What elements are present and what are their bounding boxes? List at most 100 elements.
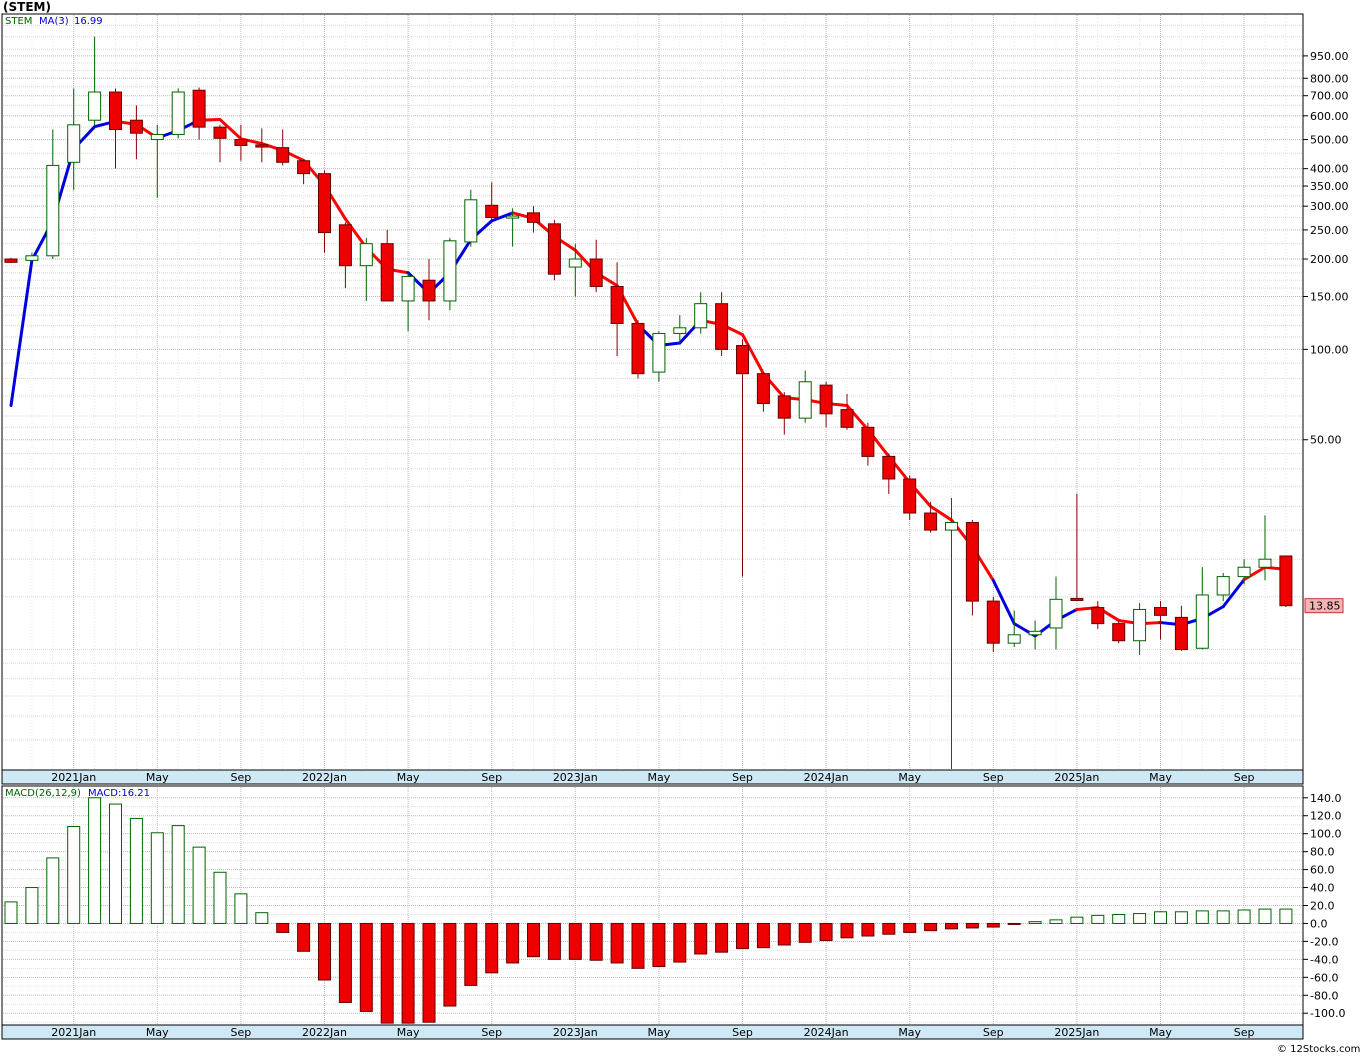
macd-y-tick-label: -20.0 (1310, 935, 1338, 948)
macd-bar (589, 922, 603, 961)
candle-body (443, 240, 457, 302)
price-x-tick-label: May (1149, 771, 1172, 784)
macd-bar (715, 922, 729, 953)
candle-up (1049, 576, 1063, 650)
candle-body (589, 258, 603, 287)
last-price-badge: 13.85 (1304, 598, 1344, 614)
macd-bar (1216, 910, 1230, 924)
candle-up (88, 36, 102, 126)
candle-down (318, 170, 331, 253)
candle-body (715, 303, 729, 350)
ma-segment (1221, 578, 1246, 609)
candle-body (109, 91, 122, 131)
macd-x-tick-label: May (898, 1026, 921, 1039)
candle-body (631, 322, 645, 375)
candle-body (861, 426, 875, 457)
candle-down (297, 159, 311, 185)
macd-y-tick-label: 20.0 (1310, 900, 1335, 913)
macd-y-tick-label: 40.0 (1310, 882, 1335, 895)
macd-bar (1049, 919, 1063, 924)
macd-bar (46, 857, 60, 924)
candle-body (1237, 566, 1251, 578)
macd-bar (150, 832, 164, 924)
macd-bar (756, 922, 770, 949)
macd-bar (25, 887, 39, 924)
macd-x-tick-label: May (146, 1026, 169, 1039)
price-y-tick-label: 150.00 (1310, 291, 1349, 304)
candle-body (547, 223, 561, 275)
candle-down (234, 124, 248, 161)
macd-bar (276, 922, 290, 933)
candle-up (506, 208, 520, 247)
macd-bar (192, 846, 206, 924)
macd-bar (129, 817, 143, 924)
candle-body (1007, 634, 1021, 644)
macd-bar (673, 922, 687, 963)
candle-body (903, 478, 917, 514)
macd-x-tick-label: 2022Jan (302, 1026, 347, 1039)
macd-x-tick-label: Sep (983, 1026, 1004, 1039)
macd-bar (527, 922, 540, 958)
candle-down (965, 520, 979, 616)
candle-body (485, 204, 499, 219)
candle-body (464, 199, 478, 243)
candle-up (150, 124, 164, 198)
macd-x-tick-label: 2021Jan (51, 1026, 96, 1039)
macd-bar (986, 922, 1000, 928)
candle-body (255, 144, 269, 148)
macd-x-tick-label: May (648, 1026, 671, 1039)
candle-down (631, 320, 645, 379)
macd-bar (1154, 911, 1167, 924)
macd-y-tick-label: -80.0 (1310, 989, 1338, 1002)
macd-x-tick-label: 2025Jan (1054, 1026, 1099, 1039)
macd-bar (443, 922, 457, 1007)
macd-bar (1007, 922, 1021, 925)
price-y-tick-label: 350.00 (1310, 180, 1349, 193)
price-y-tick-label: 100.00 (1310, 343, 1349, 356)
candle-body (756, 373, 770, 405)
price-plot-frame (1, 13, 1304, 785)
candle-body (234, 139, 248, 146)
price-y-tick-label: 400.00 (1310, 163, 1349, 176)
ma-legend: MA(3) (39, 16, 69, 27)
candle-body (1091, 607, 1105, 625)
macd-bar (1028, 921, 1042, 924)
candle-down (819, 381, 833, 428)
candle-body (401, 275, 415, 302)
macd-y-tick-label: -60.0 (1310, 971, 1338, 984)
candle-body (986, 600, 1000, 644)
candle-body (527, 212, 540, 223)
price-panel: 50.00 100.00 150.00 200.00 250.00 300.00 350.0… (1, 13, 1349, 785)
price-y-tick-label: 250.00 (1310, 224, 1349, 237)
macd-bar (401, 922, 415, 1024)
price-y-tick-label: 200.00 (1310, 253, 1349, 266)
macd-indicator-legend: MACD(26,12,9) (5, 788, 81, 799)
candle-body (359, 243, 373, 267)
macd-bar (1112, 913, 1126, 924)
chart-title: (STEM) (3, 0, 51, 14)
ma-segment (1242, 565, 1267, 582)
macd-bar (109, 803, 122, 924)
macd-bar (819, 922, 833, 942)
price-x-tick-label: May (898, 771, 921, 784)
candle-body (1049, 598, 1063, 629)
macd-bar (359, 922, 373, 1012)
ma-segment (490, 211, 515, 223)
macd-y-tick-label: 80.0 (1310, 846, 1335, 859)
candle-down (861, 422, 875, 466)
candle-body (422, 279, 436, 302)
candle-body (318, 173, 331, 234)
candle-body (1216, 576, 1230, 596)
candle-down (1112, 620, 1126, 644)
site-credit: © 12Stocks.com (1277, 1044, 1360, 1055)
macd-x-tick-label: 2023Jan (553, 1026, 598, 1039)
candle-body (380, 243, 394, 302)
last-price-label: 13.85 (1309, 600, 1341, 613)
price-gridlines (3, 15, 1302, 770)
candlesticks (4, 36, 1293, 769)
candle-up (673, 315, 687, 344)
ma-segment (9, 258, 34, 408)
candle-body (694, 303, 708, 329)
candle-body (25, 255, 39, 261)
